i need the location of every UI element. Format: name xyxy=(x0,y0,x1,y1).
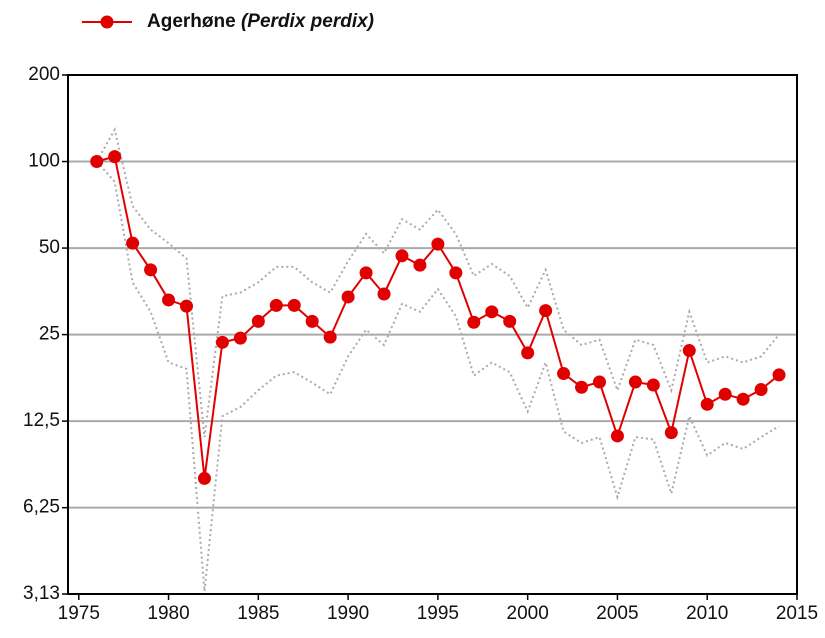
data-point xyxy=(431,237,445,251)
data-point xyxy=(772,368,786,382)
legend-label: Agerhøne (Perdix perdix) xyxy=(147,11,374,32)
data-point xyxy=(664,426,678,440)
data-point xyxy=(557,367,571,381)
data-point xyxy=(682,344,696,358)
y-tick-label: 50 xyxy=(39,237,60,258)
data-point xyxy=(305,314,319,328)
data-point xyxy=(646,378,660,392)
data-point xyxy=(395,249,409,263)
data-point xyxy=(341,290,355,304)
y-tick-label: 200 xyxy=(28,64,60,85)
data-point xyxy=(126,236,140,250)
y-tick-label: 25 xyxy=(39,324,60,345)
data-point xyxy=(359,266,373,280)
y-tick-label: 100 xyxy=(28,151,60,172)
data-point xyxy=(108,150,122,164)
data-point xyxy=(377,287,391,301)
data-point xyxy=(754,383,768,397)
y-tick-label: 12,5 xyxy=(23,410,60,431)
x-tick-label: 1980 xyxy=(147,603,189,624)
x-tick-label: 2000 xyxy=(507,603,549,624)
x-tick-label: 1975 xyxy=(58,603,100,624)
legend-marker xyxy=(100,15,114,29)
data-point xyxy=(251,314,265,328)
data-point xyxy=(736,392,750,406)
data-point xyxy=(592,375,606,389)
data-point xyxy=(90,155,104,169)
data-point xyxy=(323,330,337,344)
data-point xyxy=(718,387,732,401)
data-point xyxy=(269,298,283,312)
confidence-lower xyxy=(95,160,780,592)
plot-frame xyxy=(67,74,798,595)
x-tick-label: 1990 xyxy=(327,603,369,624)
data-point xyxy=(575,380,589,394)
data-point xyxy=(449,266,463,280)
data-point xyxy=(700,397,714,411)
x-tick-label: 2015 xyxy=(776,603,818,624)
data-point xyxy=(287,298,301,312)
data-point xyxy=(197,471,211,485)
data-point xyxy=(180,299,194,313)
y-tick-label: 3,13 xyxy=(23,583,60,604)
x-tick-label: 1995 xyxy=(417,603,459,624)
data-point xyxy=(628,375,642,389)
data-point xyxy=(233,331,247,345)
data-point xyxy=(215,335,229,349)
data-point xyxy=(521,346,535,360)
x-tick-label: 2005 xyxy=(596,603,638,624)
data-point xyxy=(467,315,481,329)
x-tick-label: 1985 xyxy=(237,603,279,624)
x-tick-label: 2010 xyxy=(686,603,728,624)
y-tick-label: 6,25 xyxy=(23,497,60,518)
data-point xyxy=(413,258,427,272)
data-point xyxy=(610,429,624,443)
data-point xyxy=(539,304,553,318)
data-point xyxy=(485,305,499,319)
data-point xyxy=(144,263,158,277)
data-point xyxy=(503,314,517,328)
data-point xyxy=(162,293,176,307)
